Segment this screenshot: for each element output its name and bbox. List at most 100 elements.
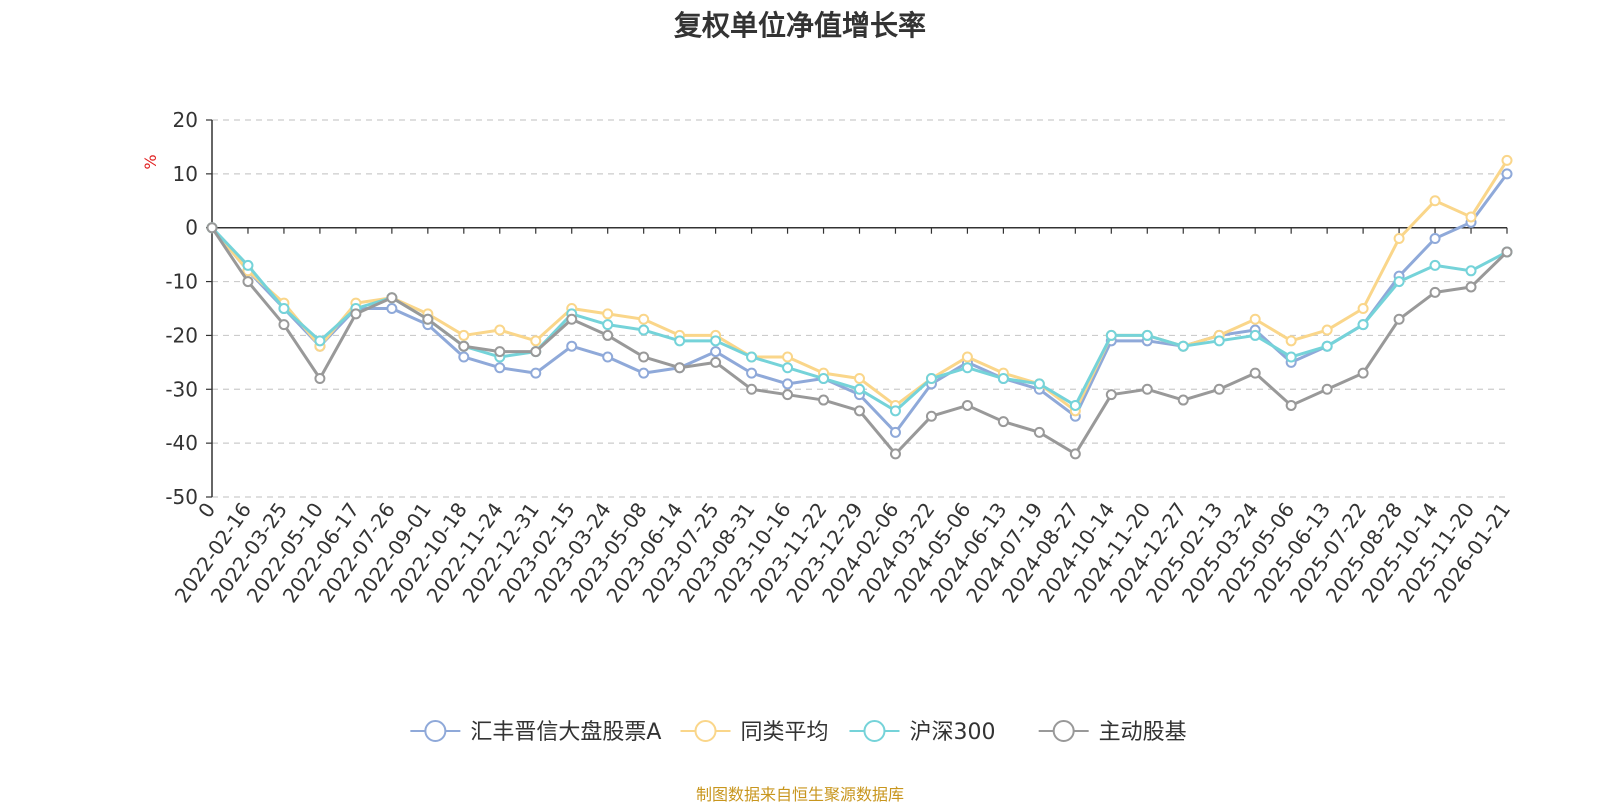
data-point	[206, 222, 218, 234]
legend-item[interactable]: 主动股基	[1038, 720, 1187, 745]
data-point	[710, 346, 722, 358]
data-point	[242, 259, 254, 271]
data-point	[997, 373, 1009, 385]
data-point	[602, 351, 614, 363]
data-point	[602, 319, 614, 331]
series-4	[206, 222, 1513, 460]
axes: 20100-10-20-30-40-5002022-02-162022-03-2…	[165, 108, 1515, 607]
data-point	[1393, 232, 1405, 244]
data-point	[1249, 329, 1261, 341]
data-point	[350, 308, 362, 320]
data-point	[889, 448, 901, 460]
chart-title: 复权单位净值增长率	[673, 9, 926, 42]
source-note: 制图数据来自恒生聚源数据库	[695, 785, 904, 804]
data-point	[458, 329, 470, 341]
legend-item[interactable]: 同类平均	[680, 720, 829, 745]
data-point	[782, 362, 794, 374]
series-3	[206, 222, 1513, 417]
legend-label: 同类平均	[741, 720, 829, 745]
data-point	[458, 340, 470, 352]
legend-label: 主动股基	[1099, 720, 1187, 745]
data-point	[1105, 329, 1117, 341]
data-point	[1393, 313, 1405, 325]
data-point	[494, 362, 506, 374]
legend-item[interactable]: 汇丰晋信大盘股票A	[410, 720, 661, 745]
data-point	[710, 335, 722, 347]
legend-item[interactable]: 沪深300	[849, 720, 995, 745]
data-point	[1141, 383, 1153, 395]
data-point	[997, 416, 1009, 428]
y-tick-label: 0	[185, 216, 198, 240]
data-point	[278, 319, 290, 331]
data-point	[422, 313, 434, 325]
data-point	[818, 373, 830, 385]
data-point	[386, 292, 398, 304]
data-point	[566, 340, 578, 352]
data-point	[1465, 281, 1477, 293]
data-point	[1105, 389, 1117, 401]
data-point	[1429, 259, 1441, 271]
data-point	[782, 351, 794, 363]
data-point	[278, 303, 290, 314]
data-point	[638, 324, 650, 336]
data-point	[1321, 383, 1333, 395]
data-point	[1429, 286, 1441, 298]
x-tick-label: 0	[193, 498, 220, 522]
data-point	[1321, 340, 1333, 352]
data-point	[674, 335, 686, 347]
data-point	[242, 276, 254, 288]
data-point	[1249, 367, 1261, 379]
data-point	[782, 389, 794, 401]
data-point	[1501, 154, 1513, 166]
data-point	[386, 303, 398, 314]
data-point	[638, 313, 650, 325]
y-tick-label: -20	[165, 323, 198, 347]
data-point	[1357, 319, 1369, 331]
series-2	[206, 154, 1513, 417]
data-point	[818, 394, 830, 406]
data-point	[314, 373, 326, 385]
y-tick-label: -30	[165, 377, 198, 401]
data-point	[530, 346, 542, 358]
data-point	[782, 378, 794, 390]
data-point	[1285, 399, 1297, 411]
data-point	[1357, 303, 1369, 314]
data-point	[530, 335, 542, 347]
data-point	[1033, 426, 1045, 438]
data-point	[746, 351, 758, 363]
legend-circle-icon	[424, 720, 447, 742]
y-tick-label: -50	[165, 485, 198, 509]
legend-label: 汇丰晋信大盘股票A	[470, 720, 661, 745]
data-point	[1177, 394, 1189, 406]
grid-lines	[212, 119, 1507, 498]
data-point	[1501, 246, 1513, 258]
data-point	[638, 367, 650, 379]
data-point	[961, 351, 973, 363]
series-line	[210, 226, 1509, 456]
legend-circle-icon	[863, 720, 886, 742]
data-point	[961, 362, 973, 374]
data-point	[1429, 232, 1441, 244]
legend[interactable]: 汇丰晋信大盘股票A 同类平均 沪深300 主动股基	[410, 720, 1187, 745]
data-point	[1393, 276, 1405, 288]
data-point	[889, 426, 901, 438]
legend-label: 沪深300	[909, 720, 995, 745]
data-point	[602, 329, 614, 341]
data-point	[638, 351, 650, 363]
data-point	[1285, 335, 1297, 347]
data-point	[314, 335, 326, 347]
data-point	[1213, 383, 1225, 395]
data-point	[1465, 211, 1477, 223]
data-point	[746, 383, 758, 395]
y-axis-unit-label: %	[141, 154, 160, 169]
data-point	[674, 362, 686, 374]
data-point	[1321, 324, 1333, 336]
data-point	[1177, 340, 1189, 352]
data-point	[1357, 367, 1369, 379]
data-point	[710, 356, 722, 368]
data-point	[494, 324, 506, 336]
data-point	[889, 405, 901, 417]
data-point	[925, 373, 937, 385]
data-point	[458, 351, 470, 363]
